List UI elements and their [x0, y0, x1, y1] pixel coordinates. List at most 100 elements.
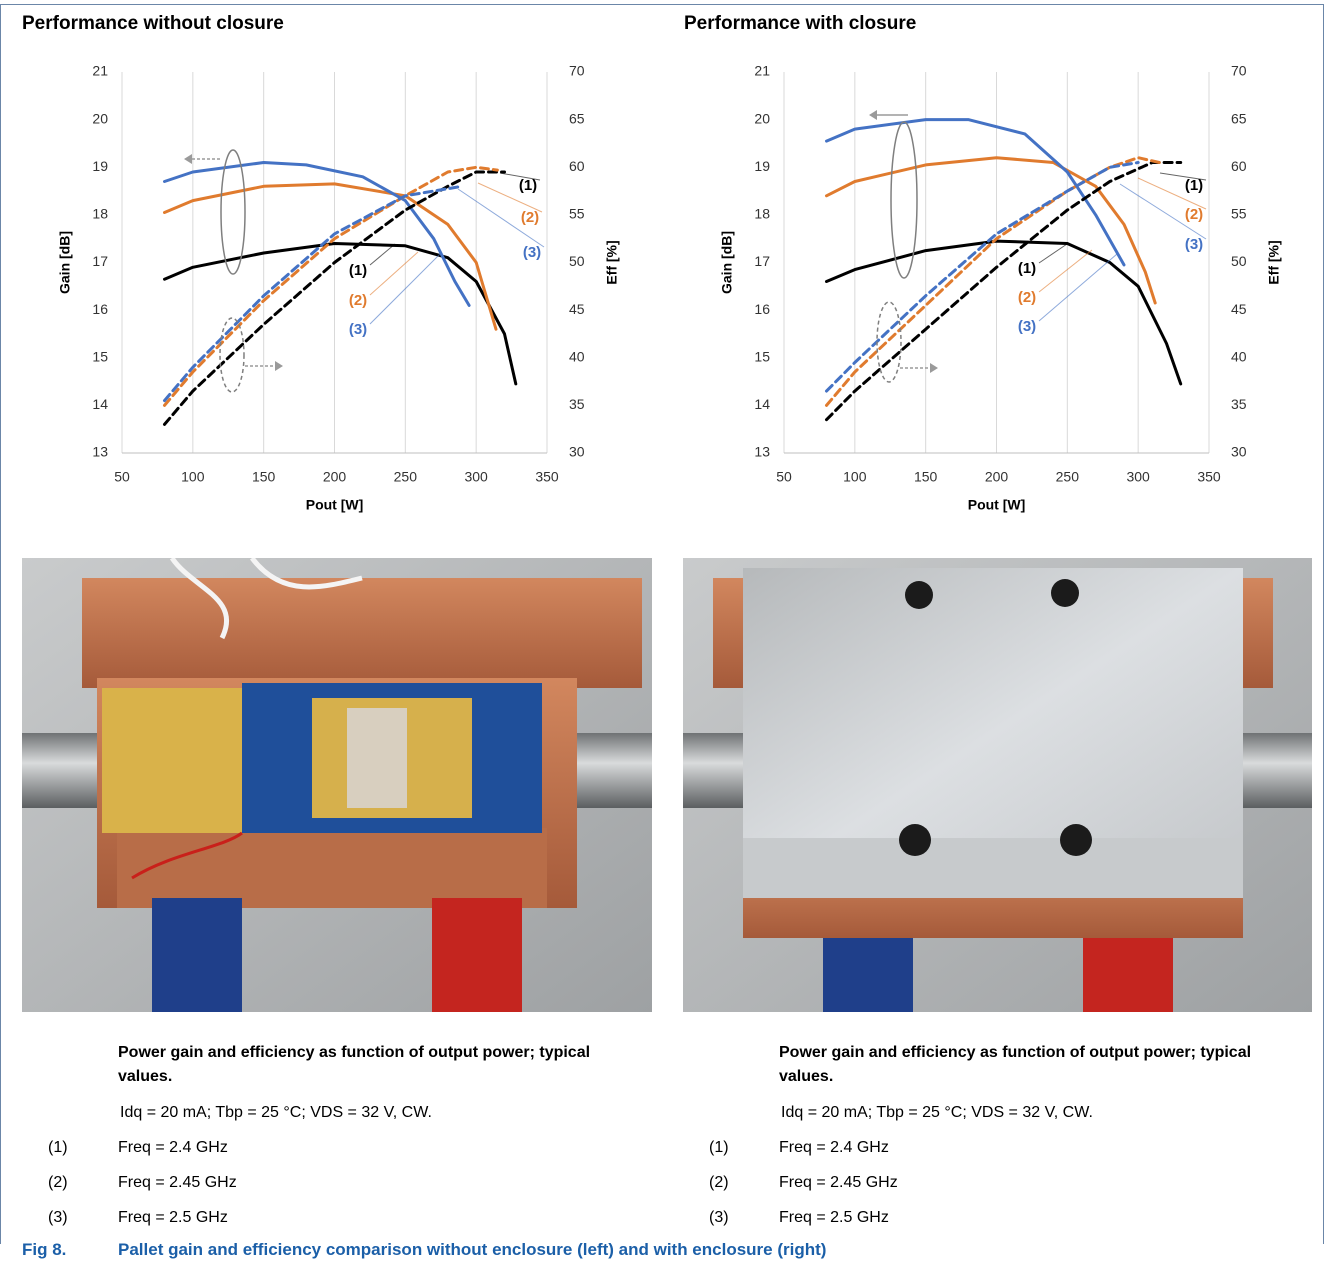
y-tick-label: 14 — [92, 396, 108, 412]
photo-illustration — [22, 558, 652, 1012]
x-axis-label: Pout [W] — [968, 497, 1026, 513]
efficiency-line — [827, 158, 1160, 406]
y2-tick-label: 60 — [1231, 158, 1247, 174]
caption-heading: Power gain and efficiency as function of… — [779, 1041, 1279, 1089]
chart: Performance with closure 50 100 150 200 250 30… — [662, 0, 1322, 520]
item-text: Freq = 2.5 GHz — [779, 1209, 889, 1226]
item-label: (1) — [48, 1136, 118, 1160]
x-tick-label: 300 — [1126, 469, 1150, 485]
y-tick-label: 21 — [92, 63, 108, 79]
photo-with-enclosure — [683, 558, 1312, 1012]
arrow-head — [275, 361, 283, 371]
annotation-leader — [1039, 254, 1117, 321]
y2-tick-label: 30 — [1231, 444, 1247, 460]
y-tick-label: 15 — [754, 348, 770, 364]
efficiency-line — [827, 163, 1139, 392]
caption-right: Power gain and efficiency as function of… — [683, 1041, 1313, 1231]
photo-without-enclosure — [22, 558, 652, 1012]
x-tick-label: 200 — [985, 469, 1009, 485]
caption-conditions: Idq = 20 mA; Tbp = 25 °C; VDS = 32 V, CW… — [781, 1101, 1326, 1125]
item-text: Freq = 2.5 GHz — [118, 1209, 228, 1226]
y-tick-label: 18 — [754, 206, 770, 222]
caption-item: (2)Freq = 2.45 GHz — [709, 1171, 1269, 1195]
x-tick-label: 150 — [252, 469, 276, 485]
caption-item: (3)Freq = 2.5 GHz — [709, 1206, 1269, 1230]
y-axis-label: Gain [dB] — [57, 231, 73, 294]
x-tick-label: 250 — [1056, 469, 1080, 485]
y2-tick-label: 65 — [569, 110, 585, 126]
y-tick-label: 15 — [92, 348, 108, 364]
caption-conditions: Idq = 20 mA; Tbp = 25 °C; VDS = 32 V, CW… — [120, 1101, 680, 1125]
figure-text: Pallet gain and efficiency comparison wi… — [118, 1240, 826, 1259]
x-axis-label: Pout [W] — [306, 497, 364, 513]
x-tick-label: 50 — [114, 469, 130, 485]
x-tick-label: 150 — [914, 469, 938, 485]
annotation: (1) — [519, 177, 537, 194]
x-tick-label: 250 — [394, 469, 418, 485]
figure-label: Fig 8. — [22, 1240, 118, 1260]
x-tick-label: 200 — [323, 469, 347, 485]
x-tick-label: 100 — [843, 469, 867, 485]
y-axis-label: Gain [dB] — [719, 231, 735, 294]
y2-tick-label: 50 — [569, 253, 585, 269]
y-tick-label: 13 — [92, 444, 108, 460]
caption-item: (2)Freq = 2.45 GHz — [48, 1171, 608, 1195]
photo-illustration — [683, 558, 1312, 1012]
item-text: Freq = 2.45 GHz — [118, 1174, 237, 1191]
x-tick-label: 100 — [181, 469, 205, 485]
x-tick-label: 300 — [464, 469, 488, 485]
y2-tick-label: 45 — [1231, 301, 1247, 317]
y2-tick-label: 45 — [569, 301, 585, 317]
caption-item: (3)Freq = 2.5 GHz — [48, 1206, 608, 1230]
annotation: (3) — [1018, 318, 1036, 335]
annotation: (1) — [349, 262, 367, 279]
y-tick-label: 16 — [92, 301, 108, 317]
annotation: (3) — [523, 244, 541, 261]
annotation: (2) — [1018, 289, 1036, 306]
group-ellipse — [877, 302, 901, 382]
x-tick-label: 50 — [776, 469, 792, 485]
x-tick-label: 350 — [1197, 469, 1221, 485]
y2-tick-label: 40 — [1231, 348, 1247, 364]
caption-heading: Power gain and efficiency as function of… — [118, 1041, 618, 1089]
y-tick-label: 16 — [754, 301, 770, 317]
y2-tick-label: 55 — [569, 206, 585, 222]
efficiency-line — [827, 163, 1181, 420]
caption-item: (1)Freq = 2.4 GHz — [709, 1136, 1269, 1160]
y-tick-label: 20 — [754, 110, 770, 126]
x-tick-label: 350 — [535, 469, 559, 485]
annotation: (2) — [1185, 206, 1203, 223]
y2-tick-label: 35 — [569, 396, 585, 412]
annotation: (3) — [1185, 236, 1203, 253]
y-tick-label: 17 — [92, 253, 108, 269]
y2-tick-label: 60 — [569, 158, 585, 174]
y2-tick-label: 30 — [569, 444, 585, 460]
y2-tick-label: 65 — [1231, 110, 1247, 126]
y2-tick-label: 70 — [1231, 63, 1247, 79]
item-label: (3) — [709, 1206, 779, 1230]
item-label: (1) — [709, 1136, 779, 1160]
annotation: (2) — [349, 292, 367, 309]
y2-axis-label: Eff [%] — [1266, 240, 1282, 284]
y-tick-label: 20 — [92, 110, 108, 126]
y-tick-label: 14 — [754, 396, 770, 412]
annotation: (3) — [349, 321, 367, 338]
arrow-head — [184, 154, 192, 164]
annotation-leader — [1039, 244, 1067, 263]
y-tick-label: 18 — [92, 206, 108, 222]
y-tick-label: 19 — [92, 158, 108, 174]
chart: Performance without closure5010015020025… — [0, 0, 660, 520]
y-tick-label: 19 — [754, 158, 770, 174]
gain-line — [165, 244, 516, 384]
group-ellipse — [221, 150, 245, 274]
item-text: Freq = 2.4 GHz — [779, 1139, 889, 1156]
group-ellipse — [891, 122, 917, 278]
caption-item: (1)Freq = 2.4 GHz — [48, 1136, 608, 1160]
item-text: Freq = 2.45 GHz — [779, 1174, 898, 1191]
figure-caption: Fig 8.Pallet gain and efficiency compari… — [22, 1240, 826, 1260]
chart-title: Performance with closure — [684, 13, 916, 34]
y-tick-label: 21 — [754, 63, 770, 79]
y2-tick-label: 55 — [1231, 206, 1247, 222]
y2-tick-label: 40 — [569, 348, 585, 364]
arrow-head — [869, 110, 877, 120]
